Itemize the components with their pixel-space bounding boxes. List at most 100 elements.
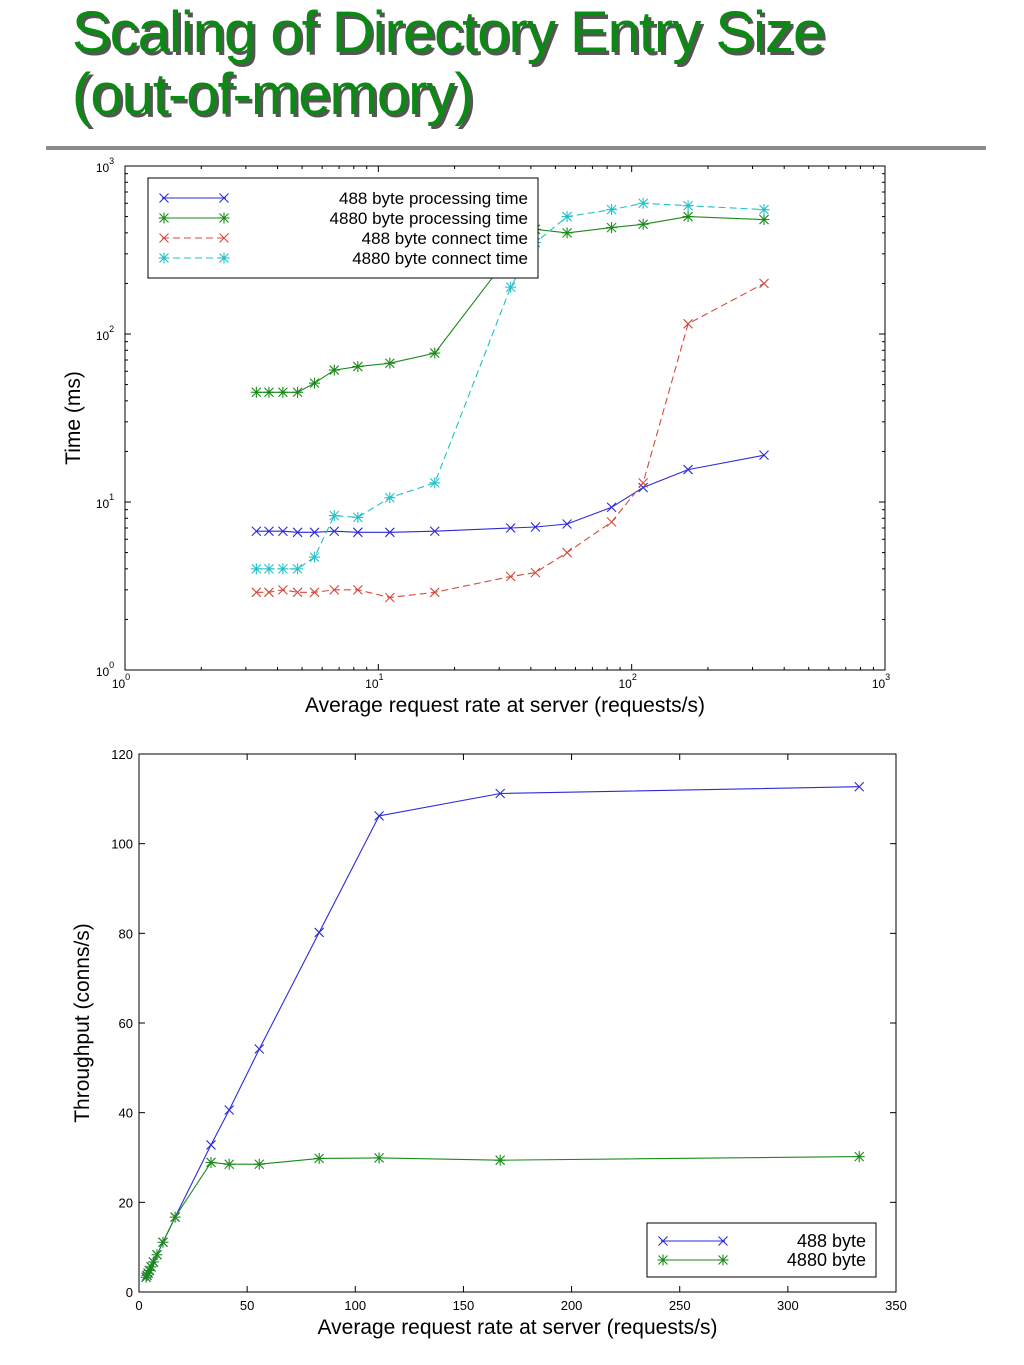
data-point-stroke xyxy=(606,517,617,527)
legend-marker-stroke xyxy=(219,253,229,263)
data-point-stroke xyxy=(158,1237,168,1248)
data-point-stroke xyxy=(146,1262,157,1272)
data-point-stroke xyxy=(309,552,320,562)
y-tick-label: 102 xyxy=(96,324,114,343)
data-point xyxy=(682,200,694,212)
y-tick-exp: 2 xyxy=(109,324,114,334)
data-point-stroke xyxy=(374,810,384,821)
data-point-stroke xyxy=(854,1151,865,1162)
data-point xyxy=(144,1265,155,1276)
data-point-stroke xyxy=(352,584,363,595)
data-point xyxy=(254,1044,265,1054)
data-point-stroke xyxy=(251,387,262,398)
x-tick-label: 102 xyxy=(618,672,636,691)
data-point-stroke xyxy=(314,927,325,938)
x-tick-label: 150 xyxy=(453,1298,475,1313)
data-point xyxy=(140,1271,152,1283)
data-point xyxy=(505,248,517,260)
data-point-stroke xyxy=(329,510,340,521)
data-point-stroke xyxy=(314,1153,325,1164)
data-point-stroke xyxy=(384,492,395,503)
data-point-stroke xyxy=(530,237,541,248)
data-point-stroke xyxy=(254,1044,265,1054)
data-point-stroke xyxy=(152,1249,162,1260)
data-point-stroke xyxy=(429,526,440,537)
data-point-stroke xyxy=(429,587,440,598)
data-point xyxy=(277,563,289,575)
data-point-stroke xyxy=(278,387,288,398)
data-point xyxy=(562,547,572,558)
data-point-stroke xyxy=(148,1257,159,1267)
x-tick-label: 300 xyxy=(777,1298,799,1313)
data-point-stroke xyxy=(606,502,617,513)
legend-marker xyxy=(717,1254,729,1266)
x-tick-label: 50 xyxy=(240,1298,254,1313)
legend-marker-stroke xyxy=(159,253,169,263)
data-point-stroke xyxy=(374,1153,384,1163)
legend-marker-stroke xyxy=(159,193,169,203)
data-point-stroke xyxy=(170,1212,181,1223)
legend-marker-stroke xyxy=(219,233,229,243)
data-point xyxy=(505,281,517,293)
data-point xyxy=(264,587,274,598)
data-point-stroke xyxy=(144,1265,155,1276)
legend-marker-stroke xyxy=(219,193,229,203)
data-point xyxy=(638,482,649,493)
data-point-stroke xyxy=(148,1257,159,1267)
x-tick-base: 10 xyxy=(112,677,126,691)
legend-label: 4880 byte connect time xyxy=(352,249,528,268)
data-point xyxy=(147,1256,159,1268)
data-point-stroke xyxy=(329,510,340,521)
x-tick-label: 100 xyxy=(112,672,130,691)
legend-marker-stroke xyxy=(219,233,229,243)
data-point xyxy=(145,1261,157,1273)
data-point-stroke xyxy=(309,378,320,389)
x-tick-exp: 3 xyxy=(885,672,890,682)
data-point xyxy=(251,526,262,537)
data-point xyxy=(309,551,321,563)
x-tick-exp: 2 xyxy=(632,672,637,682)
data-point-stroke xyxy=(854,781,865,792)
legend-marker xyxy=(718,1236,728,1246)
data-point-stroke xyxy=(606,502,617,513)
data-point xyxy=(352,584,363,595)
legend-marker-stroke xyxy=(658,1236,668,1246)
data-point xyxy=(606,502,617,513)
data-point-stroke xyxy=(143,1268,153,1279)
data-point-stroke xyxy=(352,512,363,523)
data-point-stroke xyxy=(309,552,320,562)
legend-marker-stroke xyxy=(219,213,229,223)
data-point-stroke xyxy=(562,519,572,529)
legend-label: 488 byte processing time xyxy=(339,189,528,208)
data-point-stroke xyxy=(352,527,363,538)
legend-marker xyxy=(159,233,169,243)
data-point xyxy=(606,222,618,234)
data-point-stroke xyxy=(854,1151,865,1162)
data-point-stroke xyxy=(329,365,340,375)
series-line xyxy=(145,1156,860,1278)
data-point xyxy=(352,361,364,373)
legend-box xyxy=(147,177,539,279)
y-axis-label: Time (ms) xyxy=(62,371,85,465)
legend-entry: 4880 byte xyxy=(657,1250,866,1270)
data-point-stroke xyxy=(292,387,303,398)
series-line xyxy=(145,786,860,1278)
data-point-stroke xyxy=(278,387,288,398)
legend-marker-stroke xyxy=(159,213,169,223)
data-point-stroke xyxy=(384,592,395,603)
data-point xyxy=(314,927,325,938)
legend-marker-stroke xyxy=(718,1255,728,1265)
data-point-stroke xyxy=(251,563,262,574)
data-point-stroke xyxy=(278,584,288,595)
data-point-stroke xyxy=(254,1159,265,1170)
data-point-stroke xyxy=(224,1159,235,1170)
legend-marker-stroke xyxy=(219,213,229,223)
data-point-stroke xyxy=(251,587,262,598)
data-point-stroke xyxy=(329,584,340,595)
data-point xyxy=(561,227,573,239)
data-point xyxy=(384,592,395,603)
data-point xyxy=(854,781,865,792)
data-point-stroke xyxy=(429,348,440,358)
y-tick-label: 103 xyxy=(96,156,114,175)
